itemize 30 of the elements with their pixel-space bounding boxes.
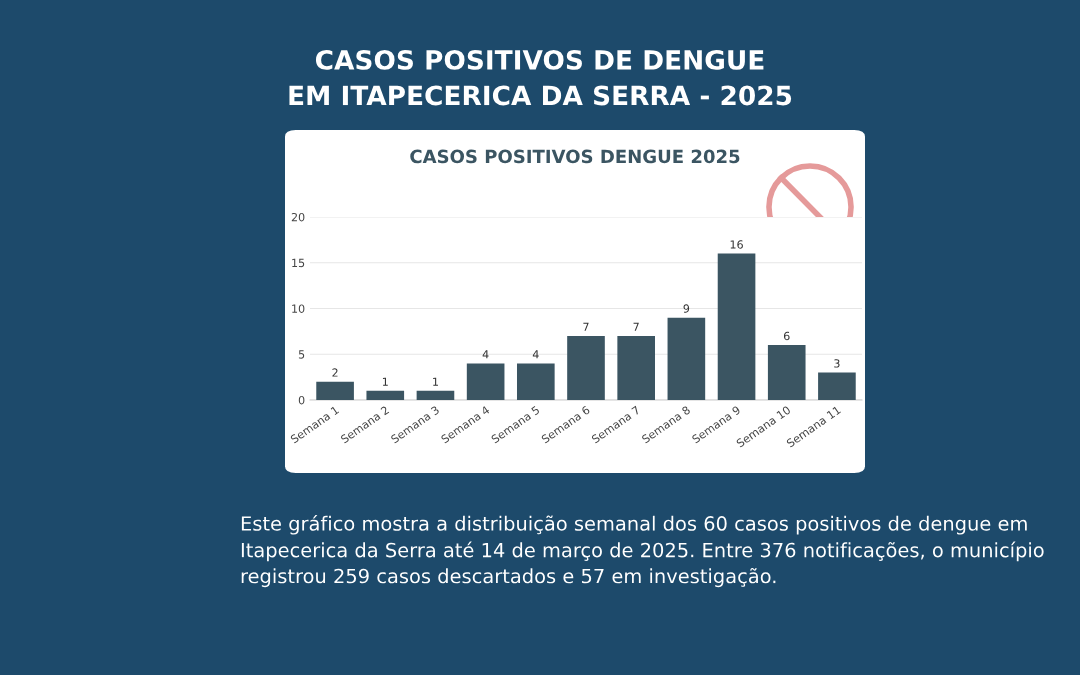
- data-label: 1: [433, 377, 438, 386]
- bar: [567, 335, 605, 400]
- bar: [717, 253, 756, 400]
- data-label: 7: [633, 322, 639, 331]
- data-label: 2: [332, 368, 338, 377]
- bar: [416, 390, 455, 400]
- bar: [366, 390, 405, 400]
- data-label: 16: [730, 240, 743, 249]
- data-label: 9: [683, 304, 690, 313]
- chart-title: CASOS POSITIVOS DENGUE 2025: [410, 149, 740, 164]
- chart-subtitle: CASOS POSITIVOS DE DENGUE EM ITAPECERICA DA SERRA - 2025: [289, 49, 792, 106]
- text: Este gráfico mostra a distribuição semanal dos 60 casos positivos de dengue em Itapecerica da Serra até 14 de março de 2025. Entre 376 notificações, o município registrou 259 casos descartados e 57 em investigação.: [241, 515, 1044, 588]
- data-label: 6: [783, 331, 790, 341]
- bar: [818, 372, 856, 400]
- data-label: 4: [482, 350, 489, 359]
- data-label: 4: [532, 350, 539, 359]
- y-tick-label: 0: [298, 395, 305, 405]
- bar: [517, 363, 555, 400]
- y-tick-label: 5: [298, 350, 305, 359]
- y-tick-label: 10: [292, 304, 305, 313]
- bar: [617, 335, 655, 400]
- y-tick-label: 15: [292, 258, 305, 268]
- data-label: 7: [583, 322, 589, 331]
- bar: [316, 381, 354, 400]
- bar: [767, 345, 806, 400]
- data-label: 1: [382, 377, 388, 386]
- data-label: 3: [834, 359, 840, 368]
- y-tick-label: 20: [291, 212, 305, 222]
- bar: [667, 317, 706, 400]
- bar: [466, 363, 505, 400]
